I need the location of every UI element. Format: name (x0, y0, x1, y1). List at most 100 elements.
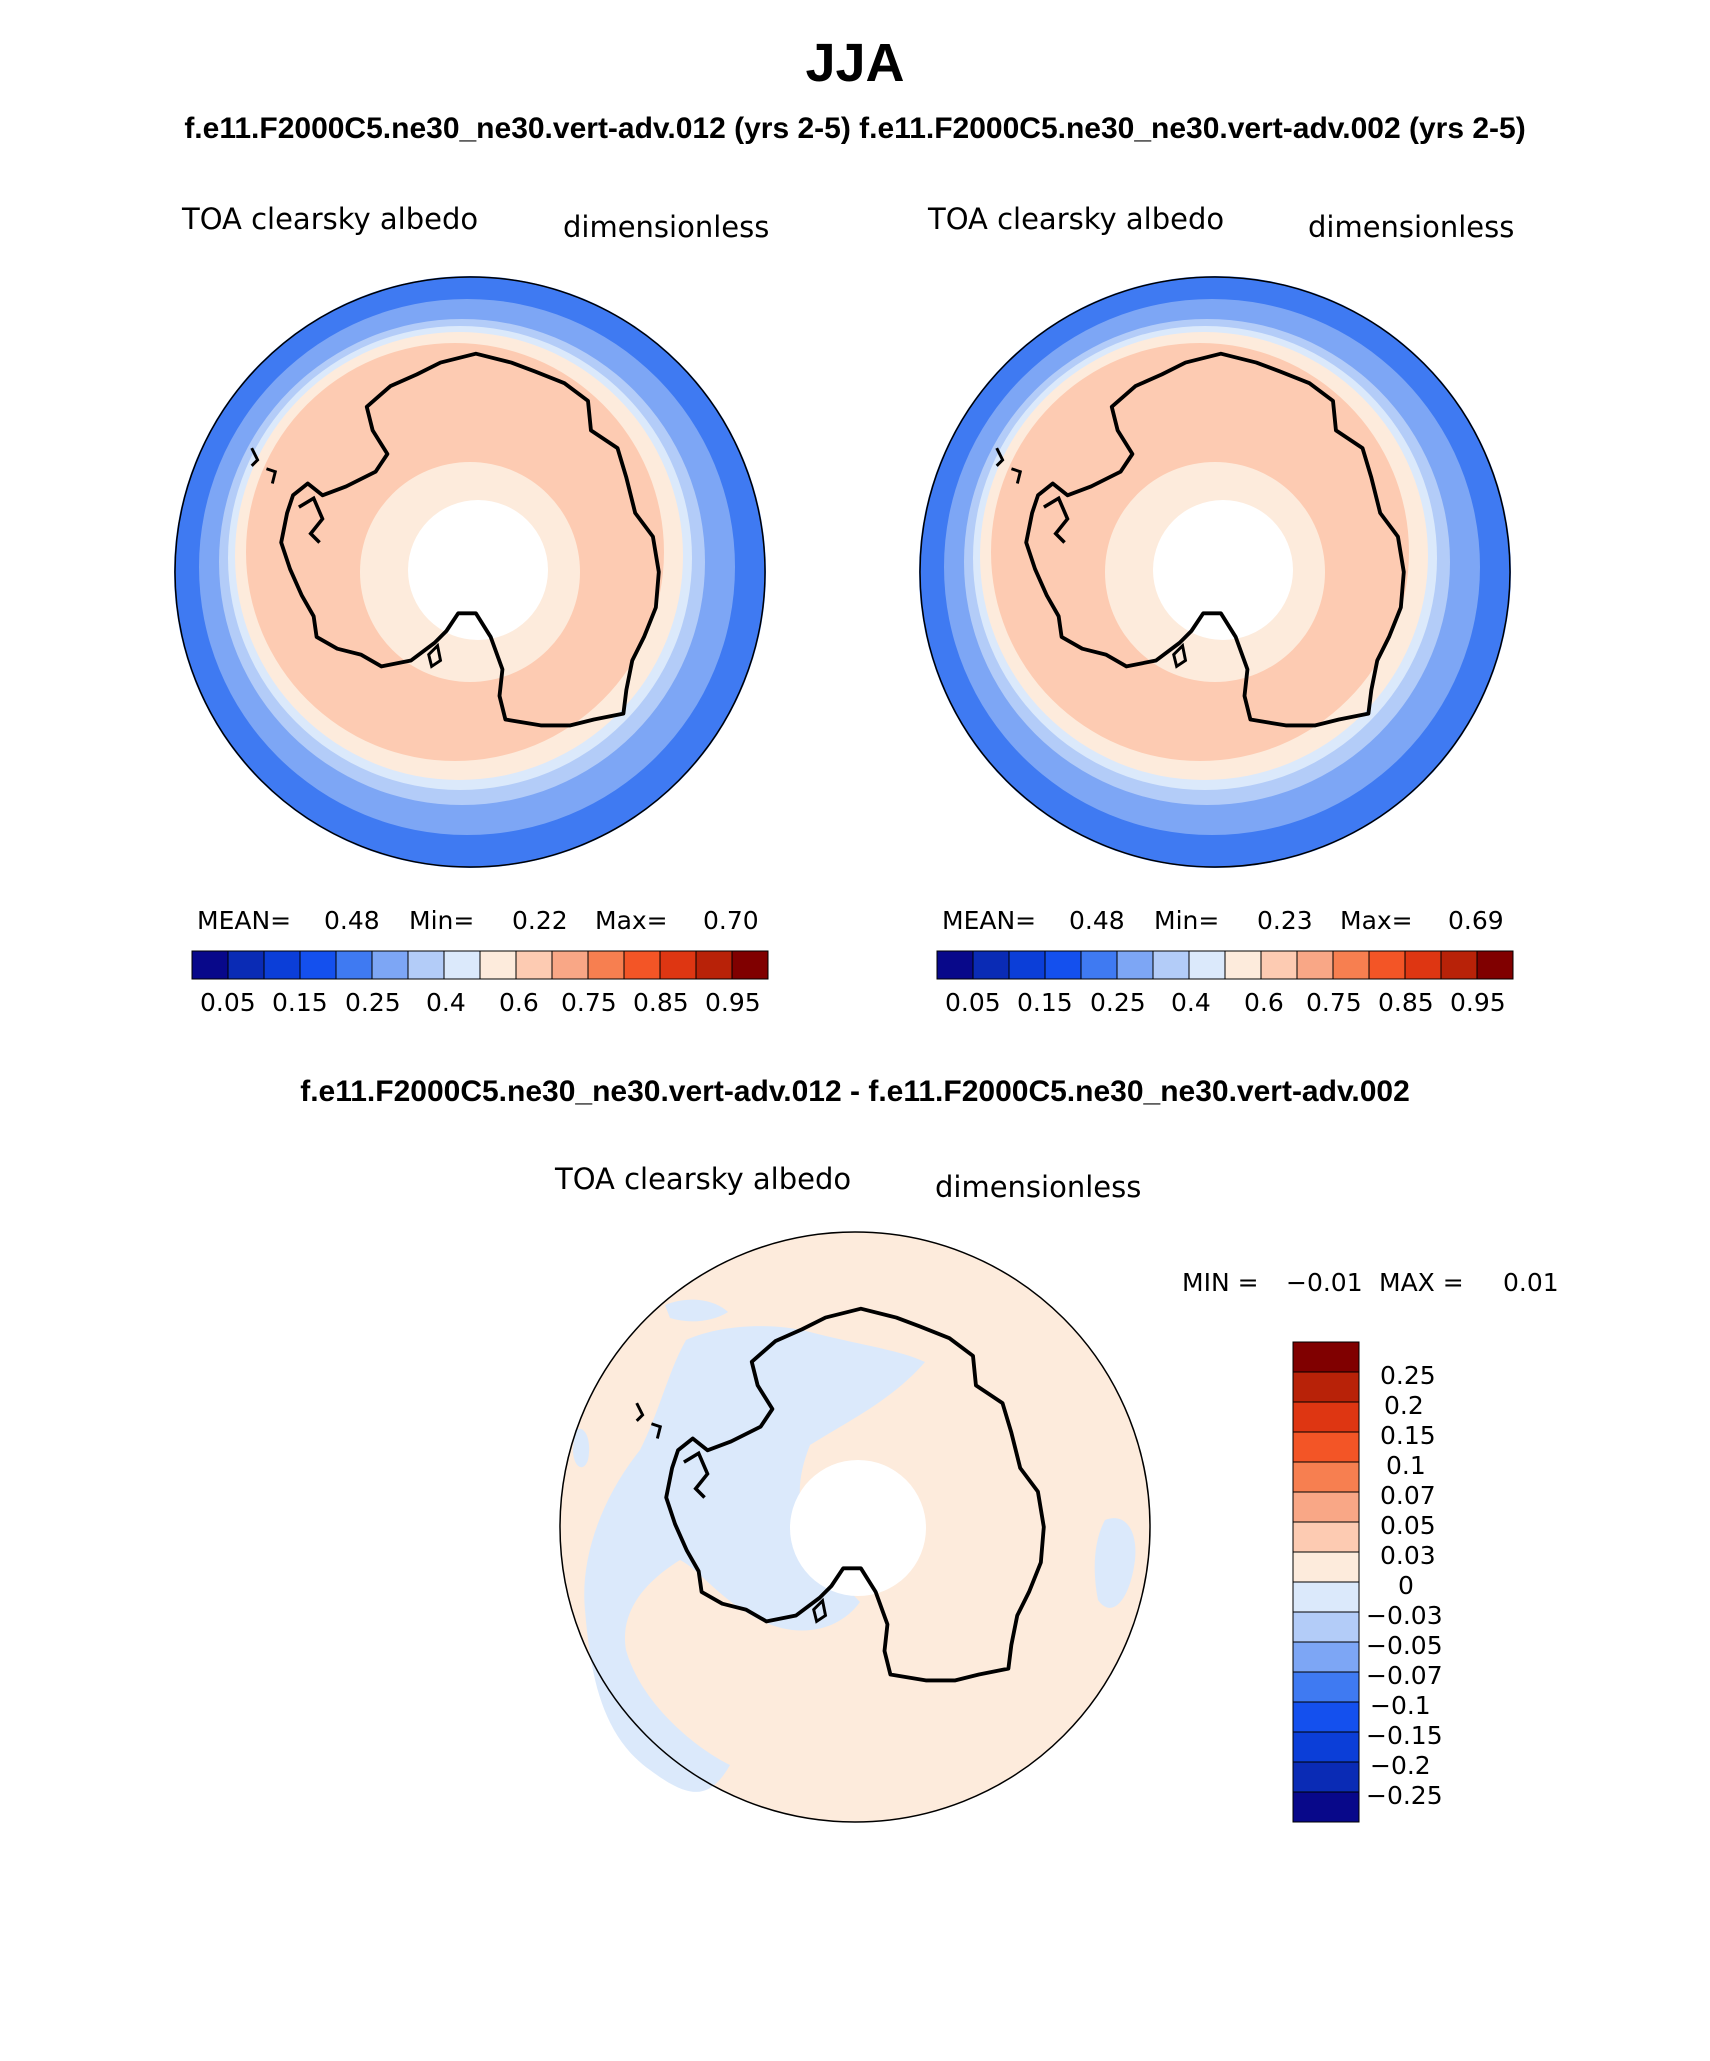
diff-colorbar-label: −0.07 (1366, 1661, 1443, 1690)
panel1-tick: 0.05 (200, 988, 256, 1017)
colorbar-swatch (227, 950, 265, 980)
colorbar-swatch (972, 950, 1010, 980)
diff-colorbar-label: −0.05 (1366, 1631, 1443, 1660)
diff-colorbar-label: 0.25 (1380, 1361, 1436, 1390)
colorbar-swatch (479, 950, 517, 980)
map-panel-1 (174, 276, 766, 868)
panel1-tick: 0.75 (561, 988, 617, 1017)
colorbar-swatch (1332, 950, 1370, 980)
colorbar-swatch (263, 950, 301, 980)
panel1-min-value: 0.22 (512, 906, 568, 935)
colorbar-swatch (1292, 1611, 1360, 1643)
diff-polar-gap (790, 1460, 926, 1596)
colorbar-swatch (1296, 950, 1334, 980)
panel1-tick: 0.6 (499, 988, 539, 1017)
panel2-polar-gap (1153, 500, 1293, 640)
colorbar-swatch (1292, 1731, 1360, 1763)
map-panel-diff (559, 1231, 1151, 1823)
colorbar-swatch (1292, 1461, 1360, 1493)
panel1-max-value: 0.70 (703, 906, 759, 935)
colorbar-swatch (191, 950, 229, 980)
panel1-variable-label: TOA clearsky albedo (182, 202, 479, 236)
panel2-min-label: Min= (1154, 906, 1220, 935)
diff-negative-patch (665, 1299, 728, 1322)
colorbar-swatch (1188, 950, 1226, 980)
difference-title: f.e11.F2000C5.ne30_ne30.vert-adv.012 - f… (300, 1075, 1410, 1108)
panel2-mean-value: 0.48 (1069, 906, 1125, 935)
panel1-min-label: Min= (409, 906, 475, 935)
colorbar-swatch (1292, 1791, 1360, 1823)
panel2-tick: 0.4 (1171, 988, 1211, 1017)
panel2-tick: 0.25 (1090, 988, 1146, 1017)
colorbar-swatch (1292, 1401, 1360, 1433)
panel1-map-border (174, 276, 766, 868)
panel2-map-border (919, 276, 1511, 868)
colorbar-swatch (371, 950, 409, 980)
panel1-max-label: Max= (595, 906, 668, 935)
colorbar-swatch (1292, 1761, 1360, 1793)
panel2-tick: 0.85 (1378, 988, 1434, 1017)
diff-negative-patch (573, 1428, 590, 1468)
diff-colorbar-label: −0.03 (1366, 1601, 1443, 1630)
colorbar-swatch (731, 950, 769, 980)
diff-colorbar-label: 0.15 (1380, 1421, 1436, 1450)
panel2-tick: 0.05 (945, 988, 1001, 1017)
panel2-tick: 0.75 (1306, 988, 1362, 1017)
colorbar-swatch (1368, 950, 1406, 980)
diff-units-label: dimensionless (935, 1170, 1142, 1204)
diff-negative-region (584, 1326, 925, 1792)
panel1-tick: 0.85 (633, 988, 689, 1017)
colorbar-swatch (443, 950, 481, 980)
diff-colorbar-label: 0.05 (1380, 1511, 1436, 1540)
colorbar-swatch (1224, 950, 1262, 980)
panel2-mean-label: MEAN= (942, 906, 1037, 935)
panel2-max-value: 0.69 (1448, 906, 1504, 935)
panel1-polar-gap (408, 500, 548, 640)
colorbar-swatch (1292, 1491, 1360, 1523)
diff-colorbar-label: 0.03 (1380, 1541, 1436, 1570)
main-title: JJA (805, 33, 905, 93)
colorbar-swatch (1292, 1521, 1360, 1553)
diff-colorbar (1292, 1341, 1360, 1823)
colorbar-swatch (1260, 950, 1298, 980)
panel2-tick: 0.15 (1017, 988, 1073, 1017)
panel2-tick: 0.6 (1244, 988, 1284, 1017)
colorbar-swatch (936, 950, 974, 980)
panel2-variable-label: TOA clearsky albedo (928, 202, 1225, 236)
colorbar-swatch (695, 950, 733, 980)
diff-colorbar-label: 0.2 (1384, 1391, 1424, 1420)
colorbar-swatch (1292, 1671, 1360, 1703)
colorbar-swatch (1292, 1341, 1360, 1373)
colorbar-swatch (1404, 950, 1442, 980)
panel1-tick: 0.15 (272, 988, 328, 1017)
diff-min-value: −0.01 (1286, 1268, 1363, 1297)
diff-colorbar-label: −0.25 (1366, 1781, 1443, 1810)
colorbar-swatch (1080, 950, 1118, 980)
diff-max-label: MAX = (1379, 1268, 1464, 1297)
colorbar-swatch (1152, 950, 1190, 980)
colorbar-swatch (1292, 1641, 1360, 1673)
diff-colorbar-label: −0.15 (1366, 1721, 1443, 1750)
colorbar-swatch (1292, 1581, 1360, 1613)
diff-colorbar-label: 0 (1398, 1571, 1414, 1600)
colorbar-swatch (1044, 950, 1082, 980)
colorbar-swatch (623, 950, 661, 980)
diff-max-value: 0.01 (1503, 1268, 1559, 1297)
diff-colorbar-label: −0.2 (1370, 1751, 1431, 1780)
panel2-units-label: dimensionless (1308, 210, 1515, 244)
colorbar-swatch (407, 950, 445, 980)
map-panel-2 (919, 276, 1511, 868)
panel2-colorbar (936, 950, 1514, 980)
panel1-tick: 0.25 (345, 988, 401, 1017)
diff-colorbar-label: −0.1 (1370, 1691, 1431, 1720)
diff-variable-label: TOA clearsky albedo (555, 1162, 852, 1196)
diff-negative-patch (1094, 1518, 1136, 1608)
colorbar-swatch (659, 950, 697, 980)
colorbar-swatch (1116, 950, 1154, 980)
colorbar-swatch (515, 950, 553, 980)
panel2-tick: 0.95 (1450, 988, 1506, 1017)
colorbar-swatch (1476, 950, 1514, 980)
panel1-mean-label: MEAN= (197, 906, 292, 935)
colorbar-swatch (587, 950, 625, 980)
